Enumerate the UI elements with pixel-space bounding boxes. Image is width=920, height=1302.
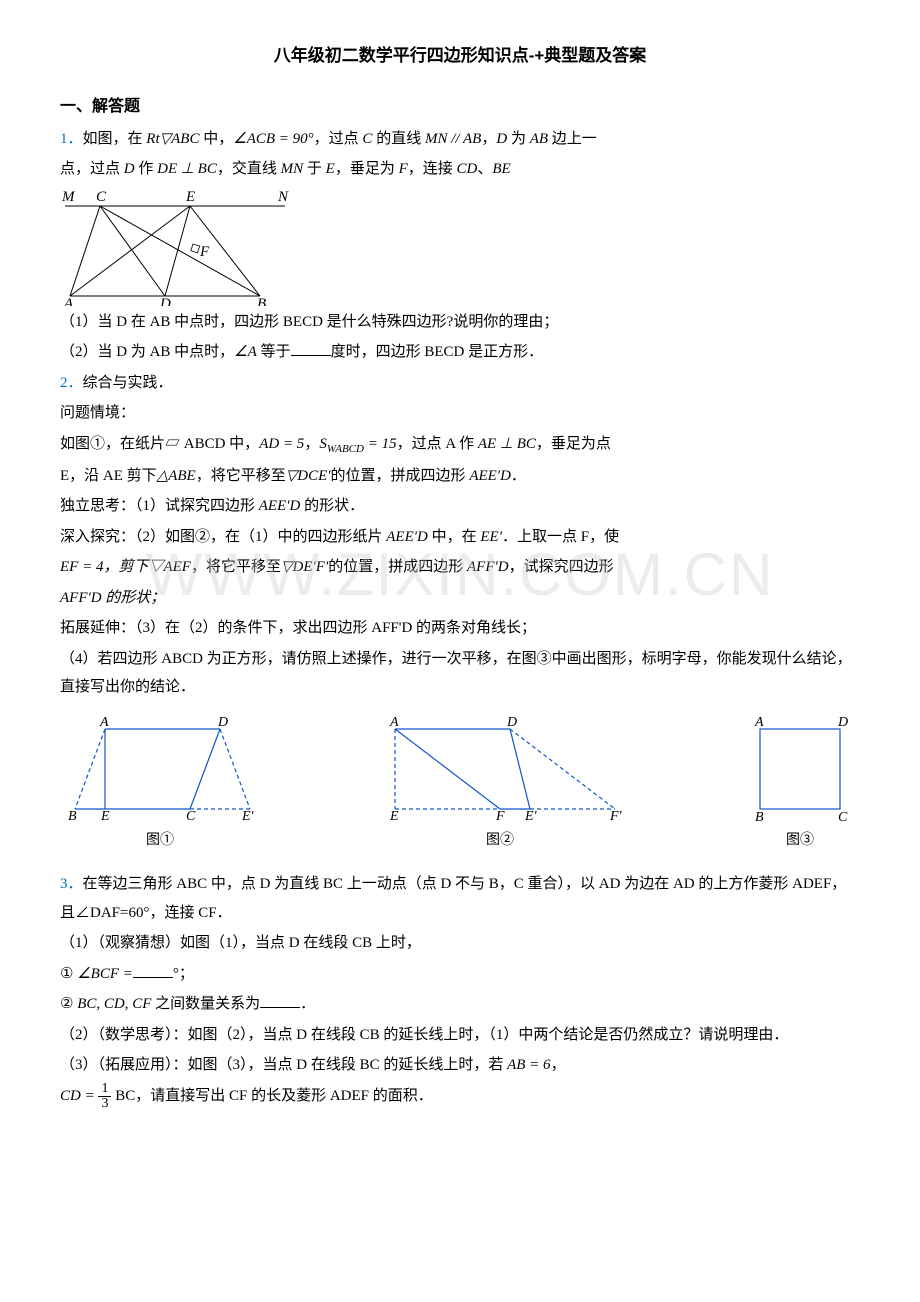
q1-line2: 点，过点 D 作 DE ⊥ BC，交直线 MN 于 E，垂足为 F，连接 CD、… (60, 155, 860, 184)
q3-l1: 3．在等边三角形 ABC 中，点 D 为直线 BC 上一动点（点 D 不与 B，… (60, 870, 860, 927)
svg-text:D: D (506, 715, 517, 730)
q2-fig2: A D E F E′ F′ (370, 714, 630, 824)
svg-text:D: D (217, 715, 228, 730)
svg-text:F: F (199, 244, 210, 260)
svg-text:A: A (99, 715, 109, 730)
q2-num: 2． (60, 375, 83, 391)
q1-num: 1． (60, 131, 83, 147)
svg-text:N: N (277, 189, 289, 205)
page-title: 八年级初二数学平行四边形知识点-+典型题及答案 (60, 40, 860, 72)
fig-caption: 图② (370, 828, 630, 855)
q2-l8: AFF'D 的形状； (60, 584, 860, 613)
svg-text:E′: E′ (524, 809, 538, 824)
q1-figure: M C E N A D B F (60, 186, 290, 306)
svg-text:C: C (96, 189, 107, 205)
q3-l3: ① ∠BCF =°； (60, 960, 860, 989)
q1-line1: 1．如图，在 Rt▽ABC 中，∠ACB = 90°，过点 C 的直线 MN /… (60, 125, 860, 154)
svg-text:C: C (186, 809, 196, 824)
section-heading: 一、解答题 (60, 92, 860, 122)
q2-l5: 独立思考：（1）试探究四边形 AEE′D 的形状． (60, 492, 860, 521)
q3-num: 3． (60, 876, 83, 892)
svg-text:E: E (100, 809, 110, 824)
q2-l1: 2．综合与实践． (60, 369, 860, 398)
blank-input (133, 962, 173, 978)
q2-l4: E，沿 AE 剪下△ABE，将它平移至▽DCE′的位置，拼成四边形 AEE′D． (60, 462, 860, 491)
q3-l4: ② BC, CD, CF 之间数量关系为． (60, 990, 860, 1019)
svg-text:F′: F′ (609, 809, 623, 824)
q2-fig3: A D B C (740, 714, 860, 824)
fig-caption: 图① (60, 828, 260, 855)
svg-text:C: C (838, 810, 848, 824)
svg-text:E′: E′ (241, 809, 255, 824)
svg-text:F: F (495, 809, 505, 824)
svg-text:A: A (754, 715, 764, 730)
q2-l2: 问题情境： (60, 399, 860, 428)
q3-l6: （3）（拓展应用）：如图（3），当点 D 在线段 BC 的延长线上时，若 AB … (60, 1051, 860, 1080)
svg-text:E: E (389, 809, 399, 824)
svg-text:A: A (63, 296, 74, 306)
svg-text:A: A (389, 715, 399, 730)
q3-l7: CD = 13 BC，请直接写出 CF 的长及菱形 ADEF 的面积． (60, 1082, 860, 1111)
q2-figures: A D B E C E′ 图① A (60, 714, 860, 855)
blank-input (291, 340, 331, 356)
svg-text:E: E (185, 189, 195, 205)
svg-text:B: B (68, 809, 77, 824)
q1-p1: （1）当 D 在 AB 中点时，四边形 BECD 是什么特殊四边形?说明你的理由… (60, 308, 860, 337)
q1-p2: （2）当 D 为 AB 中点时，∠A 等于度时，四边形 BECD 是正方形． (60, 338, 860, 367)
q2-fig1: A D B E C E′ (60, 714, 260, 824)
svg-text:D: D (159, 296, 171, 306)
q2-l6: 深入探究：（2）如图②，在（1）中的四边形纸片 AEE′D 中，在 EE′．上取… (60, 523, 860, 552)
q3-l5: （2）（数学思考）：如图（2），当点 D 在线段 CB 的延长线上时，（1）中两… (60, 1021, 860, 1050)
svg-text:M: M (61, 189, 76, 205)
q2-l10: （4）若四边形 ABCD 为正方形，请仿照上述操作，进行一次平移，在图③中画出图… (60, 645, 860, 702)
q2-l3: 如图①，在纸片▱ ABCD 中，AD = 5，SWABCD = 15，过点 A … (60, 430, 860, 460)
q2-l7: EF = 4，剪下▽AEF，将它平移至▽DE′F′的位置，拼成四边形 AFF′D… (60, 553, 860, 582)
q3-l2: （1）（观察猜想）如图（1），当点 D 在线段 CB 上时， (60, 929, 860, 958)
svg-text:D: D (837, 715, 848, 730)
q2-l9: 拓展延伸：（3）在（2）的条件下，求出四边形 AFF'D 的两条对角线长； (60, 614, 860, 643)
svg-text:B: B (257, 296, 266, 306)
fig-caption: 图③ (740, 828, 860, 855)
svg-text:B: B (755, 810, 764, 824)
blank-input (260, 992, 300, 1008)
